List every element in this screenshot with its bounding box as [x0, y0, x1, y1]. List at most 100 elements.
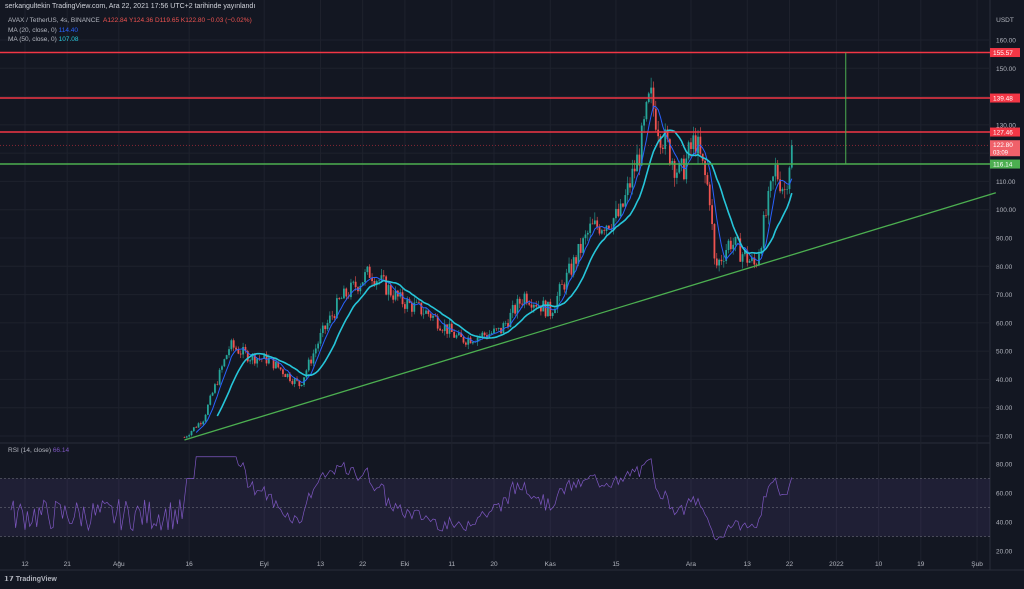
candle-body [593, 220, 596, 224]
candle-body [631, 168, 634, 188]
candle-body [242, 346, 244, 355]
candle-body [579, 243, 582, 253]
rsi-label: RSI (14, close) [8, 447, 51, 454]
candle-body [324, 325, 327, 330]
candle-body [216, 384, 219, 385]
candle-body [457, 332, 460, 336]
candle-body [767, 190, 770, 216]
candle-body [225, 355, 228, 360]
candle-body [197, 423, 200, 428]
candle-body [464, 342, 467, 345]
candle-body [298, 380, 301, 387]
candle-body [239, 353, 242, 355]
candle-body [589, 223, 592, 233]
candle-body [277, 361, 280, 368]
candle-body [502, 323, 505, 334]
candle-body [640, 125, 643, 166]
candle-body [732, 244, 735, 250]
candle-body [289, 373, 291, 382]
candle-body [568, 263, 570, 273]
candle-body [673, 160, 676, 178]
candle-body [425, 310, 427, 314]
candle-body [551, 313, 554, 316]
candle-body [443, 324, 446, 332]
candle-body [727, 240, 730, 251]
candle-body [321, 325, 324, 333]
candle-body [267, 357, 270, 364]
candle-body [744, 250, 746, 255]
candle-body [575, 257, 577, 264]
candle-body [272, 357, 275, 369]
rsi-line [10, 456, 793, 541]
candle-body [544, 300, 547, 317]
candle-body [415, 301, 418, 303]
candle-body [525, 293, 528, 304]
price-tick: 150.00 [996, 66, 1016, 73]
time-tick: 22 [359, 561, 367, 568]
time-tick: 15 [612, 561, 620, 568]
candle-body [190, 431, 193, 436]
candle-body [540, 305, 542, 312]
candle-body [598, 226, 601, 234]
candle-body [413, 302, 416, 312]
candle-body [293, 378, 296, 384]
time-tick: Şub [971, 561, 983, 568]
candle-body [343, 288, 345, 299]
price-tick: 20.00 [996, 434, 1013, 441]
time-tick: Ara [686, 561, 697, 568]
symbol-label: AVAX / TetherUS, 4s, BINANCE [8, 17, 100, 24]
candle-body [582, 238, 585, 253]
candle-body [230, 340, 233, 350]
candle-body [373, 281, 376, 286]
candle-body [418, 301, 420, 303]
candle-body [659, 136, 662, 148]
candle-body [380, 275, 383, 281]
candle-body [577, 243, 580, 264]
candle-body [713, 224, 716, 259]
candle-body [403, 304, 406, 309]
candle-body [636, 154, 638, 172]
candle-body [765, 214, 767, 216]
candle-body [364, 272, 366, 283]
candle-body [563, 284, 566, 290]
candle-body [722, 260, 725, 262]
candle-body [446, 324, 448, 334]
candle-body [664, 129, 667, 149]
candle-body [570, 263, 573, 275]
price-tick: 60.00 [996, 320, 1013, 327]
candle-body [460, 332, 463, 338]
candle-body [708, 184, 711, 206]
candle-body [406, 299, 409, 309]
candle-body [790, 145, 793, 168]
candle-body [237, 349, 240, 354]
candle-body [629, 183, 631, 188]
ma20-value: 114.40 [58, 26, 78, 34]
price-tick: 30.00 [996, 405, 1013, 412]
candle-body [199, 423, 202, 425]
candle-body [335, 298, 338, 319]
candle-body [685, 158, 688, 180]
last-price-badge [990, 140, 1020, 157]
rsi-tick: 80.00 [996, 462, 1013, 469]
candle-body [694, 135, 697, 154]
candle-body [495, 328, 498, 330]
candle-body [469, 337, 472, 344]
candle-body [572, 257, 575, 275]
candle-body [439, 328, 441, 331]
level-badge [990, 127, 1020, 137]
candle-body [275, 361, 277, 369]
candle-body [497, 327, 500, 329]
candle-body [511, 305, 514, 313]
candle-body [769, 181, 772, 191]
candle-body [612, 218, 615, 230]
candle-body [188, 435, 191, 437]
candle-body [678, 162, 681, 173]
candle-body [314, 348, 317, 354]
candle-body [263, 354, 266, 359]
candle-body [687, 142, 690, 159]
candle-body [643, 119, 645, 126]
candle-body [366, 266, 369, 273]
candle-body [462, 337, 465, 343]
candle-body [490, 333, 493, 335]
